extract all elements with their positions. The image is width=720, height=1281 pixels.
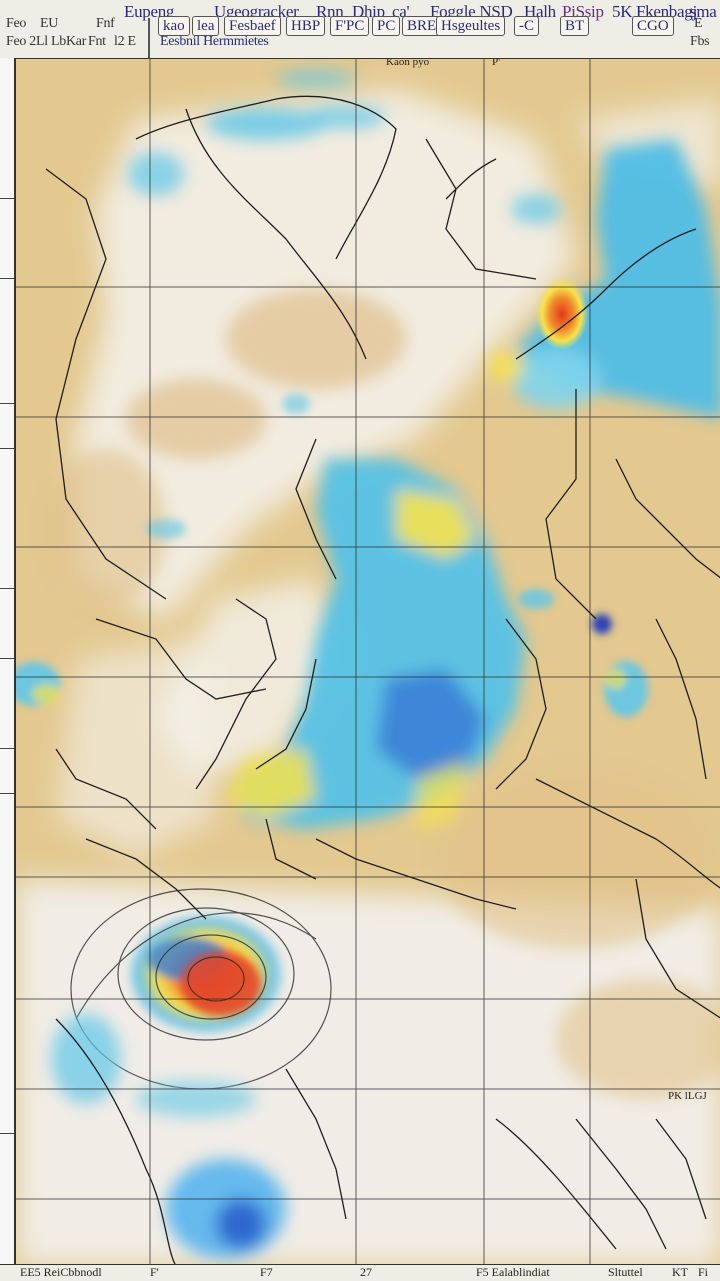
toolbar-status-right: Fbs [690, 34, 710, 49]
status-mid-3: 27 [360, 1265, 372, 1279]
status-right-3: KT [672, 1265, 688, 1279]
edge-tick [0, 748, 14, 763]
edge-tick [0, 588, 14, 603]
edge-tick [0, 793, 14, 808]
edge-tick [0, 658, 14, 673]
toolbar-button-bre[interactable]: BRE [402, 16, 442, 36]
toolbar-button-c[interactable]: -C [514, 16, 539, 36]
status-left: EE5 ReiCbbnodl [20, 1265, 102, 1279]
status-mid-1: F' [150, 1265, 159, 1279]
toolbar-item-sma[interactable]: sma [690, 2, 717, 21]
toolbar-button-kao[interactable]: kao [158, 16, 190, 36]
toolbar-button-bt[interactable]: BT [560, 16, 590, 36]
status-right-2: Sltuttel [608, 1265, 643, 1279]
map-label-bottom-right: PK lLGJ [668, 1090, 708, 1102]
toolbar-status-kar: Kar [66, 34, 87, 49]
toolbar-button-fesbaef[interactable]: Fesbaef [224, 16, 281, 36]
storm-cell-northeast [536, 278, 588, 350]
edge-tick [0, 198, 14, 213]
terrain-texture [46, 289, 720, 1099]
boundaries [45, 95, 720, 1266]
toolbar-left-eu: EU [40, 16, 59, 31]
map-label-top-2: P' [492, 59, 500, 68]
status-right-1: F5 Ealablindiat [476, 1265, 550, 1279]
edge-tick [0, 278, 14, 293]
toolbar-button-fpc[interactable]: F'PC [330, 16, 370, 36]
toolbar-button-hbp[interactable]: HBP [286, 16, 326, 36]
toolbar-button-hsgeultes[interactable]: Hsgeultes [436, 16, 506, 36]
toolbar-layer-name[interactable]: Eesbnil Hermmietes [160, 34, 269, 49]
status-right-4: Fi [698, 1265, 709, 1279]
status-mid-2: F7 [260, 1265, 273, 1279]
toolbar-left-fnf: Fnf [96, 16, 115, 31]
toolbar-item-5k[interactable]: 5K [612, 2, 633, 21]
precip-central [226, 459, 526, 829]
bottom-status-bar: EE5 ReiCbbnodl F' F7 27 F5 Ealablindiat … [0, 1264, 720, 1281]
toolbar-button-e[interactable]: E [694, 16, 703, 31]
toolbar-button-pc[interactable]: PC [372, 16, 401, 36]
weather-map[interactable]: Kaon pyo P' PK lLGJ [14, 58, 720, 1266]
toolbar-separator [148, 18, 150, 66]
edge-tick [0, 448, 14, 463]
toolbar-status-l2e: l2 E [114, 34, 136, 49]
precip-north [128, 69, 386, 196]
toolbar-left-feo: Feo [6, 16, 27, 31]
toolbar-button-cgo[interactable]: CGO [632, 16, 674, 36]
toolbar-status-fnt: Fnt [88, 34, 106, 49]
latitude-edge-ruler [0, 58, 14, 1265]
weather-map-canvas[interactable]: Kaon pyo P' PK lLGJ [16, 59, 720, 1266]
edge-tick [0, 403, 14, 418]
toolbar-status-left: Feo 2Ll Lb [6, 34, 66, 49]
top-toolbar: Eupeng Ugeogracker Rnn Dhip ca' Foggle N… [0, 0, 720, 66]
tropical-cyclone [70, 888, 332, 1090]
toolbar-button-lea[interactable]: lea [192, 16, 220, 36]
precip-small-cells [16, 394, 648, 717]
map-label-top: Kaon pyo [386, 59, 430, 68]
edge-tick [0, 1133, 14, 1148]
